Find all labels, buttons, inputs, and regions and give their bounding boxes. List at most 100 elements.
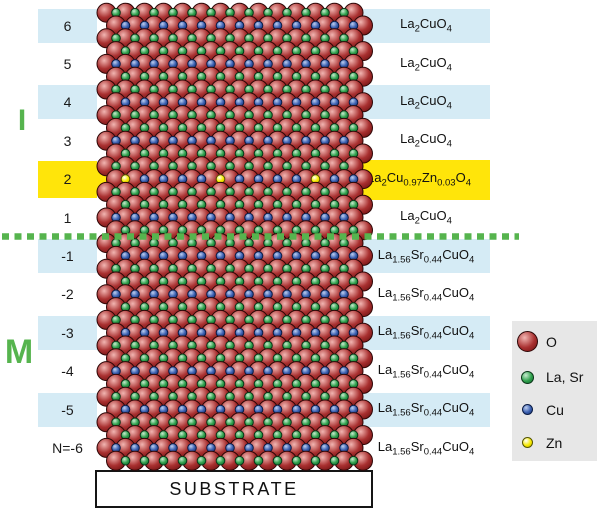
lanthanum-strontium-atom <box>196 46 207 56</box>
oxygen-atom <box>239 348 259 369</box>
lanthanum-strontium-atom <box>272 123 283 133</box>
copper-atom <box>111 366 121 376</box>
copper-atom <box>120 97 131 108</box>
copper-atom <box>253 327 264 338</box>
lanthanum-strontium-atom <box>282 33 292 44</box>
lanthanum-strontium-atom <box>253 123 264 133</box>
copper-atom <box>158 20 169 31</box>
oxygen-atom <box>210 309 231 330</box>
lanthanum-strontium-atom <box>329 148 340 159</box>
lanthanum-strontium-atom <box>130 315 140 325</box>
oxygen-atom <box>134 53 155 74</box>
oxygen-atom <box>115 233 136 254</box>
oxygen-atom <box>182 66 202 87</box>
lanthanum-strontium-atom <box>111 238 121 248</box>
lanthanum-strontium-atom <box>282 340 292 351</box>
lanthanum-strontium-atom <box>339 7 349 18</box>
layer-label-box: La2CuO4 <box>362 200 490 235</box>
lanthanum-strontium-atom <box>272 225 283 236</box>
lanthanum-strontium-atom <box>149 417 159 428</box>
layer-number: 6 <box>63 17 72 34</box>
lanthanum-strontium-atom <box>291 276 302 287</box>
copper-atom <box>244 289 254 300</box>
oxygen-atom <box>134 412 155 433</box>
oxygen-atom <box>305 233 326 254</box>
lanthanum-strontium-atom <box>291 71 302 82</box>
layer-formula: La2CuO4 <box>400 54 452 74</box>
oxygen-atom <box>201 41 221 62</box>
lanthanum-strontium-atom <box>120 430 131 440</box>
oxygen-atom <box>277 322 297 343</box>
oxygen-atom <box>163 15 183 36</box>
copper-atom <box>196 404 207 415</box>
metallic-block-label: M <box>4 333 34 371</box>
oxygen-atom <box>125 66 145 87</box>
layer-band-4 <box>38 85 97 120</box>
lanthanum-strontium-atom <box>253 225 264 236</box>
lanthanum-strontium-atom <box>130 340 140 351</box>
oxygen-atom <box>277 245 297 266</box>
oxygen-atom <box>343 28 364 49</box>
lanthanum-strontium-atom <box>158 225 169 236</box>
lanthanum-strontium-atom <box>130 7 140 18</box>
oxygen-atom <box>324 105 345 126</box>
oxygen-atom <box>210 233 231 254</box>
oxygen-atom <box>153 207 174 228</box>
layer-label-box: La2CuO4 <box>362 123 490 158</box>
lanthanum-strontium-atom <box>168 263 178 274</box>
lanthanum-strontium-atom <box>253 46 264 56</box>
lanthanum-strontium-atom <box>120 148 131 159</box>
oxygen-atom <box>191 2 212 23</box>
copper-atom <box>168 135 178 146</box>
copper-atom <box>225 212 235 223</box>
oxygen-atom <box>182 425 202 446</box>
oxygen-atom <box>286 437 307 458</box>
lanthanum-strontium-atom <box>215 123 226 133</box>
lanthanum-strontium-atom <box>196 71 207 82</box>
copper-atom <box>111 135 121 146</box>
oxygen-atom <box>96 79 117 100</box>
copper-atom <box>130 59 140 69</box>
oxygen-atom <box>248 28 269 49</box>
oxygen-atom <box>182 348 202 369</box>
copper-atom <box>272 327 283 338</box>
lanthanum-strontium-atom <box>187 391 197 402</box>
layer-label-box: La2CuO4 <box>362 85 490 120</box>
copper-atom <box>177 97 188 108</box>
lanthanum-strontium-atom <box>329 199 340 210</box>
legend-swatch-wrap <box>512 404 542 416</box>
copper-atom <box>310 20 321 31</box>
lanthanum-strontium-atom <box>158 353 169 364</box>
oxygen-atom <box>343 309 364 330</box>
copper-atom <box>329 404 340 415</box>
layer-formula: La2CuO4 <box>400 93 452 112</box>
lanthanum-strontium-atom <box>348 379 359 389</box>
lanthanum-strontium-atom <box>168 315 178 325</box>
oxygen-atom <box>163 220 183 241</box>
oxygen-atom <box>267 233 288 254</box>
lanthanum-strontium-atom <box>310 379 321 389</box>
oxygen-atom <box>134 2 155 23</box>
oxygen-atom <box>172 28 193 49</box>
oxygen-atom <box>153 79 174 100</box>
oxygen-atom <box>229 335 250 356</box>
copper-atom <box>215 327 226 338</box>
oxygen-atom <box>182 117 202 138</box>
oxygen-atom <box>163 66 183 87</box>
oxygen-atom <box>153 53 174 74</box>
lanthanum-strontium-atom <box>310 276 321 287</box>
lanthanum-strontium-atom <box>253 353 264 364</box>
lanthanum-strontium-atom <box>348 225 359 236</box>
lanthanum-strontium-atom <box>244 263 254 274</box>
oxygen-atom <box>96 386 117 407</box>
lanthanum-strontium-atom <box>244 340 254 351</box>
copper-atom <box>291 97 302 108</box>
oxygen-atom <box>239 245 259 266</box>
oxygen-atom <box>144 322 164 343</box>
oxygen-atom <box>248 233 269 254</box>
copper-atom <box>120 404 131 415</box>
layer-number: 4 <box>63 94 72 111</box>
lanthanum-strontium-atom <box>196 353 207 364</box>
copper-atom <box>291 327 302 338</box>
oxygen-atom <box>277 41 297 62</box>
